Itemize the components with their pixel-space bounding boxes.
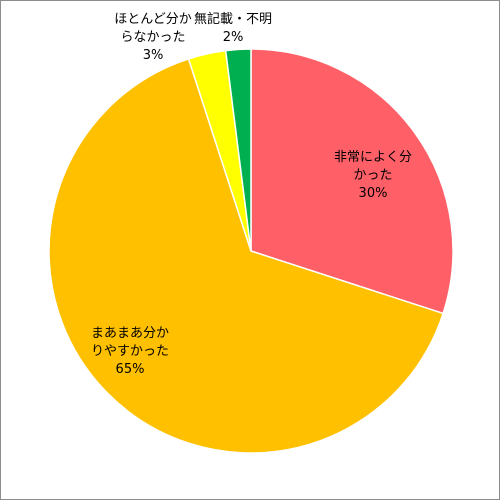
slice-2-label-line-0: ほとんど分か	[114, 12, 192, 27]
slice-1-percent-label: 65%	[116, 362, 145, 377]
slice-0-label-line-0: 非常によく分	[334, 150, 412, 165]
slice-3-label-line-0: 無記載・不明	[194, 11, 272, 27]
slice-1-label-line-0: まあまあ分か	[91, 326, 169, 341]
slice-2-label-line-1: らなかった	[120, 30, 185, 45]
slice-0-label-line-1: かった	[353, 168, 392, 183]
pie-slices	[48, 48, 454, 454]
slice-1-label-line-1: りやすかった	[91, 344, 169, 359]
slice-3-percent-label: 2%	[223, 30, 244, 45]
slice-2-percent-label: 3%	[143, 48, 164, 63]
pie-slice-1	[48, 57, 445, 454]
pie-slice-3	[224, 48, 252, 252]
slice-0-percent-label: 30%	[359, 186, 388, 201]
pie-slice-0	[250, 48, 454, 315]
